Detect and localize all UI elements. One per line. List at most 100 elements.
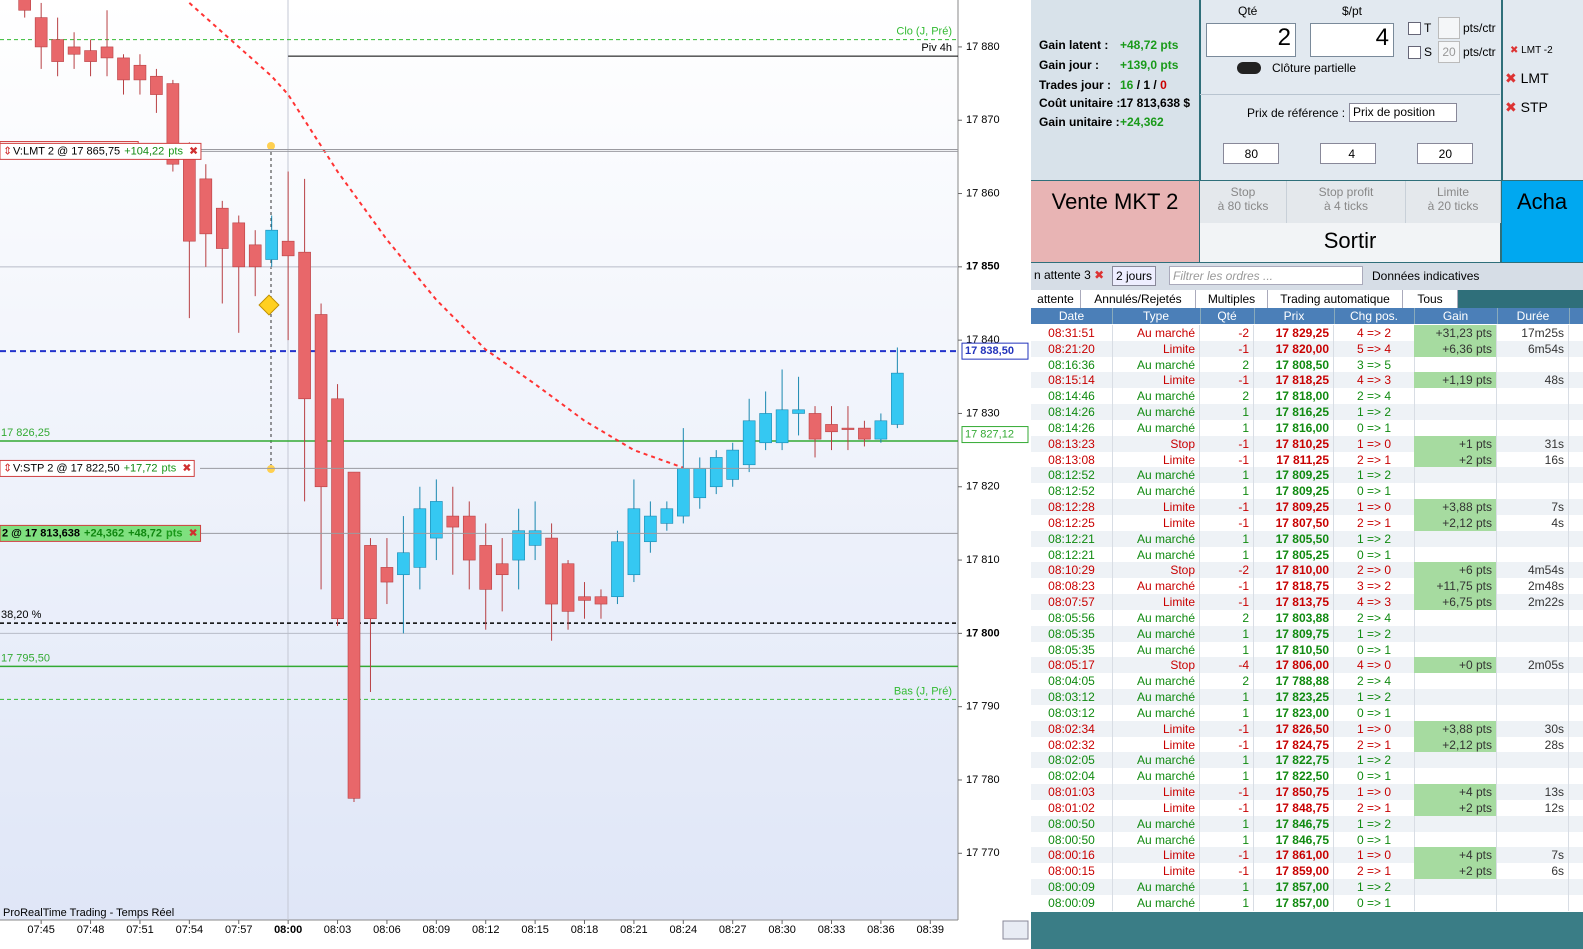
table-cell: 17 848,75 <box>1254 799 1334 816</box>
order-icon: ⇕ <box>3 145 12 157</box>
column-header[interactable]: Durée <box>1497 308 1570 324</box>
x-tick-label: 08:30 <box>768 924 796 936</box>
table-cell: 13s <box>1497 784 1569 801</box>
table-cell: 7s <box>1497 499 1569 516</box>
order-gain: pts <box>168 145 183 157</box>
table-cell <box>1497 467 1569 484</box>
table-cell: -1 <box>1200 372 1254 389</box>
y-tick-label: 17 860 <box>966 187 1000 199</box>
summary-value: +139,0 pts <box>1120 58 1179 72</box>
s-input[interactable]: 20 <box>1438 41 1460 63</box>
table-cell: +4 pts <box>1414 847 1497 864</box>
table-cell: Limite <box>1112 863 1200 880</box>
table-cell: Au marché <box>1112 689 1200 706</box>
table-cell: -1 <box>1200 499 1254 516</box>
period-select[interactable]: 2 jours <box>1112 266 1157 286</box>
x-tick-label: 08:39 <box>917 924 945 936</box>
ref-label: Prix de référence : <box>1247 106 1346 120</box>
table-cell: 1 => 0 <box>1334 499 1415 516</box>
x-tick-label: 08:24 <box>670 924 698 936</box>
stop-button[interactable]: Stop à 80 ticks <box>1200 181 1287 223</box>
table-cell: 08:16:36 <box>1031 356 1113 373</box>
toggle[interactable] <box>1237 62 1261 74</box>
profit-input[interactable]: 4 <box>1320 143 1376 164</box>
settings-button[interactable] <box>1002 920 1029 940</box>
tab-text: n attente <box>1034 268 1081 282</box>
table-cell: Au marché <box>1112 704 1200 721</box>
order-text: 2 @ 17 813,638 <box>2 527 80 539</box>
checkbox[interactable] <box>1408 46 1421 59</box>
candle-body <box>199 178 213 235</box>
btn-text: Stop profit <box>1318 185 1374 199</box>
qty-input[interactable]: 2 <box>1206 23 1296 57</box>
column-header[interactable]: Gain <box>1414 308 1498 324</box>
checkbox[interactable] <box>1408 22 1421 35</box>
divider <box>1200 94 1500 95</box>
table-cell: 08:12:52 <box>1031 467 1113 484</box>
table-cell: 17 811,25 <box>1254 451 1334 468</box>
table-cell <box>1414 467 1497 484</box>
background-strip <box>1031 912 1583 949</box>
table-cell: 08:13:23 <box>1031 435 1113 452</box>
table-cell: Au marché <box>1112 673 1200 690</box>
table-cell: 2 => 0 <box>1334 562 1415 579</box>
side-order: ✖ STP <box>1505 99 1548 115</box>
btn-text: à 4 ticks <box>1323 199 1368 213</box>
trades-label: Trades jour : <box>1039 78 1112 92</box>
tab[interactable]: Annulés/Rejetés <box>1081 290 1196 308</box>
table-row: 08:05:56 Au marché 2 17 803,88 2 => 4 <box>1031 609 1583 626</box>
ppt-input[interactable]: 4 <box>1310 23 1394 57</box>
table-cell: Limite <box>1112 372 1200 389</box>
candle-body <box>775 409 789 444</box>
table-cell: Stop <box>1112 657 1200 674</box>
limit-input[interactable]: 20 <box>1417 143 1473 164</box>
table-cell: 1 => 2 <box>1334 530 1415 547</box>
column-header[interactable]: Qté <box>1200 308 1255 324</box>
tab[interactable]: Trading automatique <box>1268 290 1403 308</box>
table-cell: -1 <box>1200 435 1254 452</box>
sell-button[interactable]: Vente MKT 2 <box>1031 181 1199 262</box>
filter-input[interactable]: Filtrer les ordres ... <box>1169 266 1363 285</box>
order-box <box>0 142 202 160</box>
candle-body <box>380 567 394 583</box>
y-tick-label: 17 810 <box>966 554 1000 566</box>
table-cell: Au marché <box>1112 815 1200 832</box>
table-cell: Au marché <box>1112 879 1200 896</box>
column-header[interactable]: Prix <box>1254 308 1335 324</box>
table-row: 08:02:04 Au marché 1 17 822,50 0 => 1 <box>1031 768 1583 785</box>
limit-button[interactable]: Limite à 20 ticks <box>1406 181 1501 223</box>
table-cell <box>1414 388 1497 405</box>
table-cell <box>1497 641 1569 658</box>
t-input[interactable] <box>1438 17 1460 39</box>
buy-button[interactable]: Acha <box>1502 181 1583 262</box>
tab[interactable]: Tous <box>1403 290 1458 308</box>
table-cell <box>1414 356 1497 373</box>
column-header[interactable]: Type <box>1112 308 1201 324</box>
table-cell <box>1414 546 1497 563</box>
order-text: V:LMT 2 @ 17 865,75 <box>13 145 120 157</box>
stop-input[interactable]: 80 <box>1223 143 1279 164</box>
table-cell: -2 <box>1200 562 1254 579</box>
candle-body <box>495 563 509 576</box>
table-cell: 17 809,75 <box>1254 625 1334 642</box>
order-cancel: ✖ <box>189 145 198 157</box>
partial-close: Clôture partielle <box>1272 61 1357 75</box>
table-cell: Au marché <box>1112 625 1200 642</box>
candle-body <box>660 508 674 524</box>
column-header[interactable]: Date <box>1031 308 1113 324</box>
pending-tab[interactable]: n attente 3 ✖ <box>1034 268 1105 282</box>
column-header[interactable]: Chg pos. <box>1334 308 1415 324</box>
table-row: 08:02:05 Au marché 1 17 822,75 1 => 2 <box>1031 752 1583 769</box>
table-cell: 08:14:26 <box>1031 404 1113 421</box>
ref-select[interactable]: Prix de position <box>1349 103 1457 122</box>
profit-button[interactable]: Stop profit à 4 ticks <box>1287 181 1406 223</box>
table-cell <box>1497 768 1569 785</box>
trades-value: 16 / 1 / 0 <box>1120 78 1167 92</box>
table-row: 08:00:09 Au marché 1 17 857,00 1 => 2 <box>1031 879 1583 896</box>
tab[interactable]: Multiples <box>1196 290 1268 308</box>
table-row: 08:01:02 Limite -1 17 848,75 2 => 1 +2 pts 12s <box>1031 799 1583 816</box>
table-cell: 1 => 0 <box>1334 847 1415 864</box>
exit-button[interactable]: Sortir <box>1200 223 1500 262</box>
table-cell: 17 805,25 <box>1254 546 1334 563</box>
tab[interactable]: attente <box>1031 290 1081 308</box>
